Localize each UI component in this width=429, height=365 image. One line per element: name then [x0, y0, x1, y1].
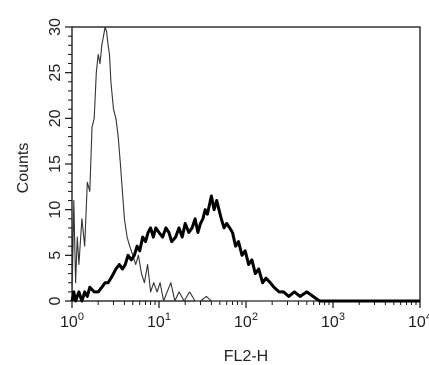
x-axis-title: FL2-H [224, 348, 268, 365]
histogram-series-1 [71, 26, 420, 302]
x-tick-label: 103 [321, 311, 345, 331]
series-layer [70, 26, 420, 303]
y-axis: 0 5 10 15 20 25 30 [47, 18, 72, 305]
y-tick-label: 30 [47, 18, 64, 36]
y-tick-label: 0 [47, 296, 64, 305]
y-tick-label: 25 [47, 64, 64, 82]
y-tick-label: 10 [47, 201, 64, 219]
histogram-series-2 [70, 194, 420, 303]
x-tick-label: 104 [408, 311, 429, 331]
x-tick-label: 101 [147, 311, 171, 331]
y-tick-label: 15 [47, 155, 64, 173]
y-tick-label: 20 [47, 109, 64, 127]
y-tick-label: 5 [47, 251, 64, 260]
x-axis: 100 101 102 103 104 [60, 301, 429, 331]
y-axis-title: Counts [15, 143, 32, 194]
x-tick-label: 102 [234, 311, 258, 331]
x-tick-label: 100 [60, 311, 84, 331]
